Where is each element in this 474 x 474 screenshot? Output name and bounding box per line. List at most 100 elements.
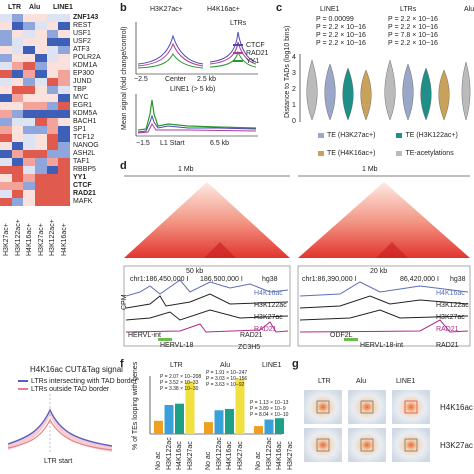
legend-swatch (18, 380, 28, 383)
heatmap-cell (23, 142, 35, 150)
apa-alu-h3k27ac (348, 428, 386, 462)
heatmap-cell (11, 78, 24, 86)
heatmap-cell (0, 78, 12, 86)
track-rad21: RAD21 (436, 326, 459, 333)
bar-line1-h3k122ac (264, 419, 274, 434)
pval: P = 3.38 × 10−30 (160, 386, 199, 392)
panel-c-pvals-line1: P = 0.00099 P = 2.2 × 10−16 P = 2.2 × 10… (316, 16, 366, 48)
heatmap-cell (58, 158, 70, 166)
heatmap-cell (35, 14, 47, 22)
heatmap-gene-label: TCF12 (73, 134, 95, 141)
bar-label: H4K16ac (276, 441, 283, 470)
heatmap-cell (46, 110, 59, 118)
panel-b-profile-plots (135, 22, 258, 137)
heatmap-cell (0, 110, 12, 118)
heatmap-cell (23, 46, 35, 54)
bar-label: No ac (255, 451, 262, 470)
heatmap-column-labels: H3K27ac+ H3K122ac+ H4K16ac+ H3K27ac+ H3K122a… (0, 210, 70, 260)
track-h3k27ac: H3K27ac (436, 314, 465, 321)
heatmap-cell (11, 126, 24, 134)
bar-ltr-h3k27ac (185, 381, 195, 434)
gene-odf2l: ODF2L (330, 332, 353, 339)
heatmap-cell (11, 142, 24, 150)
pval: P = 2.2 × 10−16 (388, 24, 438, 31)
heatmap-cell (23, 174, 35, 182)
panel-c-label: c (276, 2, 283, 14)
pval: P = 2.2 × 10−16 (316, 40, 366, 47)
panel-g-row-h4k16ac: H4K16ac (440, 403, 473, 412)
heatmap-cell (0, 150, 12, 158)
heatmap-gene-label: BACH1 (73, 118, 97, 125)
panel-e-legend: LTRs intersecting with TAD border LTRs o… (18, 378, 137, 394)
heatmap-cell (58, 182, 70, 190)
heatmap-col-label: H4K16ac+ (61, 223, 68, 256)
gene-hervl-18-int: HERVL-18-int (360, 342, 404, 349)
panel-f-pvals-alu: P = 1.91 × 10−247 P = 3.03 × 10−156 P = … (206, 370, 247, 388)
heatmap-cell (23, 118, 35, 126)
panel-g-col-line1: LINE1 (396, 378, 416, 385)
heatmap-cell (11, 102, 24, 110)
legend-te-h3k122ac: TE (H3K122ac+) (405, 132, 458, 139)
heatmap-cell (0, 22, 12, 30)
legend-swatch-yy1 (233, 60, 243, 63)
heatmap-cell (0, 126, 12, 134)
pval: P = 2.2 × 10−16 (316, 32, 366, 39)
heatmap-gene-label: EGR1 (73, 102, 93, 109)
bar-alu-h4k16ac (225, 408, 234, 434)
heatmap-gene-label: RAD21 (73, 190, 96, 197)
heatmap-cell (46, 62, 59, 70)
bar-line1-h4k16ac (275, 418, 284, 434)
gene-rad21-left: RAD21 (240, 332, 263, 339)
panel-e-xlabel: LTR start (44, 458, 73, 465)
legend-swatch (396, 150, 403, 156)
heatmap-cell (46, 46, 59, 54)
track-h3k27ac: H3K27ac (254, 314, 283, 321)
track-h3k122ac: H3K122ac (436, 302, 469, 309)
panel-d-hic-and-tracks (123, 175, 471, 347)
panel-g-col-ltr: LTR (318, 378, 331, 385)
heatmap-cell (0, 38, 12, 46)
heatmap-col-label: H4K16ac+ (26, 223, 34, 256)
heatmap-cell (23, 54, 35, 62)
heatmap-cell (58, 86, 70, 94)
heatmap-gene-label: RBBP5 (73, 166, 96, 173)
heatmap-cell (46, 30, 59, 38)
panel-d-scale-right: 1 Mb (362, 166, 378, 173)
ytick: 3 (292, 70, 296, 77)
apa-alu-h4k16ac (348, 390, 386, 424)
heatmap-cell (11, 22, 24, 30)
panel-f-label: f (120, 358, 124, 370)
heatmap-cell (35, 38, 47, 46)
heatmap-cell (58, 14, 70, 22)
heatmap-cell (0, 70, 12, 78)
ytick: 1 (292, 102, 296, 109)
heatmap-cell (58, 102, 70, 110)
heatmap-cell (0, 46, 12, 54)
heatmap-col-label: H3K27ac+ (37, 223, 45, 256)
heatmap-col-label: H3K27ac+ (3, 223, 10, 256)
heatmap-gene-label: REST (73, 22, 92, 29)
pval: P = 0.00099 (316, 16, 354, 23)
legend-yy1: YY1 (246, 58, 260, 65)
panel-f-pvals-line1: P = 1.13 × 10−13 P = 3.89 × 10−9 P = 8.0… (250, 400, 288, 418)
apa-ltr-h3k27ac (304, 428, 342, 462)
track-h3k122ac: H3K122ac (254, 302, 287, 309)
heatmap-cell (58, 70, 70, 78)
heatmap-gene-label: POLR2A (73, 54, 101, 61)
pval: P = 7.8 × 10−16 (388, 32, 438, 39)
panel-g-col-alu: Alu (356, 378, 367, 385)
bar-line1-no-ac (254, 426, 263, 434)
panel-d-zoom-left: 50 kb (186, 268, 204, 275)
heatmap-cell (0, 182, 12, 190)
heatmap-cell (23, 86, 35, 94)
heatmap-cell (11, 150, 24, 158)
panel-b-xtick-top-2: Center (165, 76, 187, 83)
track-rad21: RAD21 (254, 326, 277, 333)
bar-label: H3K27ac (186, 441, 194, 470)
heatmap-cell (46, 198, 59, 206)
heatmap-col-label: H3K122ac+ (14, 219, 22, 256)
panel-b-title-left: H3K27ac+ (150, 6, 183, 13)
heatmap-cell (58, 110, 70, 118)
bar-label: H3K27ac (236, 441, 244, 470)
heatmap-cell (0, 30, 12, 38)
